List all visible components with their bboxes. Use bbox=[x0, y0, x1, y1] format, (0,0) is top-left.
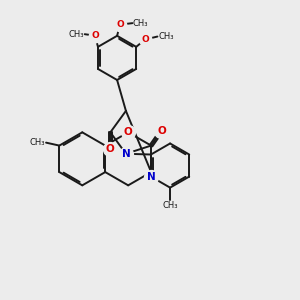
Text: CH₃: CH₃ bbox=[162, 201, 178, 210]
Text: O: O bbox=[141, 35, 149, 44]
Text: O: O bbox=[124, 127, 133, 137]
Text: CH₃: CH₃ bbox=[29, 138, 45, 147]
Text: O: O bbox=[116, 20, 124, 29]
Text: O: O bbox=[157, 126, 166, 136]
Text: CH₃: CH₃ bbox=[69, 30, 84, 39]
Text: O: O bbox=[106, 143, 115, 154]
Text: CH₃: CH₃ bbox=[158, 32, 173, 41]
Text: CH₃: CH₃ bbox=[133, 19, 148, 28]
Text: N: N bbox=[122, 149, 130, 159]
Text: O: O bbox=[91, 31, 99, 40]
Text: N: N bbox=[147, 172, 155, 182]
